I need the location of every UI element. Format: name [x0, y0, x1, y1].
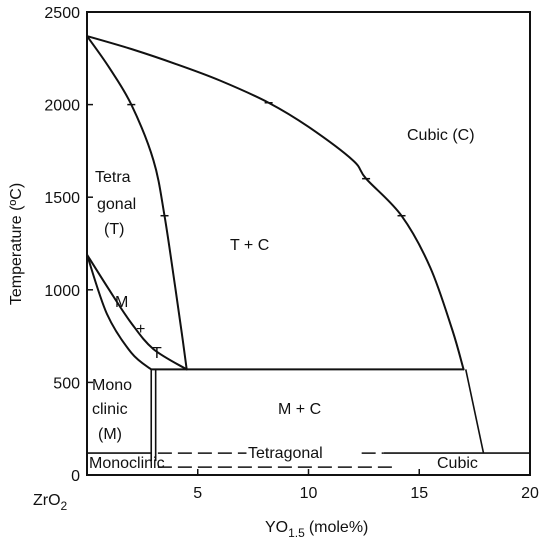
region-label-t-plus-c: T + C — [230, 237, 269, 254]
x-origin-label-subscript: 2 — [61, 499, 68, 513]
x-origin-label-main: ZrO — [33, 492, 61, 509]
x-axis-title-unit: (mole%) — [309, 519, 369, 536]
x-tick-label: 20 — [521, 485, 539, 502]
region-label-m-t-line1: M — [115, 294, 128, 311]
x-axis-title-subscript: 1.5 — [288, 526, 305, 540]
x-axis-title: YO1.5 (mole%) — [265, 519, 368, 540]
region-label-m-t-line2: + — [136, 321, 145, 338]
y-tick-label: 2000 — [44, 98, 80, 115]
t-tc-boundary-curve — [86, 35, 188, 371]
x-tick-label: 15 — [410, 485, 428, 502]
x-axis-ticks: 5 10 15 20 — [193, 469, 539, 502]
x-tick-label: 10 — [300, 485, 318, 502]
region-label-mono-line3: (M) — [98, 426, 122, 443]
y-tick-label: 1000 — [44, 283, 80, 300]
m-t-lower-curve — [86, 253, 153, 371]
y-tick-label: 0 — [71, 468, 80, 485]
y-axis-ticks: 0 500 1000 1500 2000 2500 — [44, 5, 93, 485]
region-label-tetra-line2: gonal — [97, 196, 136, 213]
x-tick-label: 5 — [193, 485, 202, 502]
region-label-m-t-line3: T — [152, 345, 162, 362]
region-label-monoclinic-low: Monoclinic — [89, 455, 165, 472]
m-t-upper-curve — [86, 253, 188, 371]
y-tick-label: 2500 — [44, 5, 80, 22]
region-label-tetra-line3: (T) — [104, 221, 124, 238]
region-label-cubic: Cubic (C) — [407, 127, 475, 144]
region-label-mono-line1: Mono — [92, 377, 132, 394]
region-label-m-plus-c: M + C — [278, 401, 321, 418]
region-label-tetragonal-low: Tetragonal — [248, 445, 323, 462]
y-tick-label: 1500 — [44, 190, 80, 207]
cubic-boundary-curve — [86, 35, 465, 371]
y-tick-label: 500 — [53, 375, 80, 392]
curve-tick-marks — [127, 101, 406, 217]
region-label-mono-line2: clinic — [92, 401, 128, 418]
region-label-cubic-low: Cubic — [437, 455, 478, 472]
x-origin-label: ZrO2 — [33, 492, 68, 513]
cubic-lower-boundary-line — [464, 369, 485, 454]
region-label-tetra-line1: Tetra — [95, 169, 131, 186]
x-axis-title-main: YO — [265, 519, 288, 536]
y-axis-title: Temperature (ºC) — [8, 183, 25, 305]
